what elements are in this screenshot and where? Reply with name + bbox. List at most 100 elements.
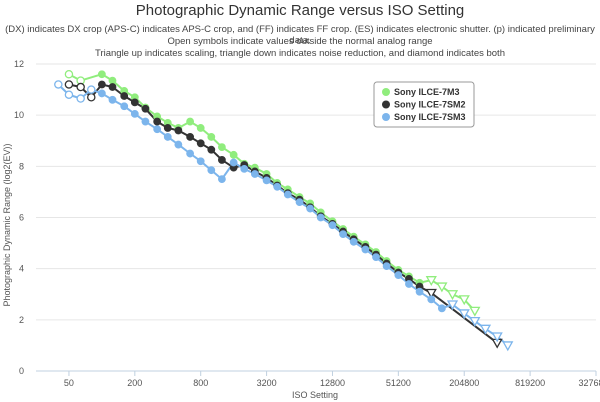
data-point-s3[interactable] — [446, 300, 459, 311]
legend-marker-2 — [382, 100, 390, 109]
data-point-s3[interactable] — [130, 109, 139, 118]
data-point-s3[interactable] — [306, 204, 315, 213]
legend-marker-1 — [382, 88, 390, 96]
data-point-s2[interactable] — [141, 104, 150, 113]
x-tick-label: 51200 — [386, 378, 411, 388]
legend[interactable]: Sony ILCE-7M3 Sony ILCE-7SM2 Sony ILCE-7… — [373, 81, 475, 128]
y-tick-label: 4 — [19, 264, 24, 274]
data-point-s3[interactable] — [394, 271, 403, 279]
data-point-s3[interactable] — [207, 166, 216, 175]
data-point-s2[interactable] — [64, 80, 74, 89]
data-point-s3[interactable] — [64, 90, 74, 99]
data-point-s3[interactable] — [218, 175, 226, 184]
data-point-s3[interactable] — [97, 89, 106, 98]
data-point-s3[interactable] — [54, 80, 63, 89]
data-point-s3[interactable] — [479, 324, 492, 335]
data-point-s1[interactable] — [196, 124, 205, 132]
chart-title: Photographic Dynamic Range versus ISO Se… — [135, 2, 465, 19]
data-point-s3[interactable] — [437, 304, 446, 313]
data-point-s3[interactable] — [141, 117, 150, 126]
data-point-s2[interactable] — [174, 126, 183, 135]
legend-label-2: Sony ILCE-7SM2 — [394, 100, 466, 110]
grid-layer — [36, 63, 596, 372]
data-point-s3[interactable] — [316, 213, 325, 222]
data-point-s3[interactable] — [361, 245, 370, 254]
data-point-s3[interactable] — [295, 198, 304, 207]
y-axis-title: Photographic Dynamic Range (log2(EV)) — [2, 143, 12, 306]
data-point-s3[interactable] — [382, 262, 391, 271]
chart-subtitle-line-2: Open symbols indicate values outside the… — [167, 36, 433, 47]
data-point-s3[interactable] — [339, 230, 347, 239]
series-layer — [54, 69, 514, 352]
chart-subtitle-line-1: (DX) indicates DX crop (APS-C) indicates… — [5, 24, 595, 46]
legend-box — [373, 81, 475, 128]
data-point-s3[interactable] — [415, 287, 424, 296]
data-point-s3[interactable] — [120, 102, 129, 111]
data-point-s2[interactable] — [97, 80, 106, 89]
data-point-s1[interactable] — [97, 70, 106, 79]
data-point-s3[interactable] — [491, 332, 503, 343]
data-point-s1[interactable] — [218, 143, 226, 152]
legend-item-3[interactable]: Sony ILCE-7SM3 — [382, 112, 466, 122]
data-point-s1[interactable] — [207, 133, 216, 141]
data-point-s3[interactable] — [458, 309, 470, 320]
data-point-s3[interactable] — [240, 164, 249, 173]
data-point-s3[interactable] — [469, 316, 481, 327]
x-tick-label: 800 — [193, 378, 208, 388]
data-point-s3[interactable] — [273, 182, 282, 191]
data-point-s3[interactable] — [262, 176, 271, 185]
data-point-s3[interactable] — [153, 125, 162, 134]
data-point-s1[interactable] — [436, 282, 448, 293]
x-tick-label: 204800 — [449, 378, 479, 388]
y-tick-label: 2 — [19, 315, 24, 325]
data-point-s3[interactable] — [283, 190, 292, 199]
data-point-s1[interactable] — [469, 306, 481, 317]
data-point-s1[interactable] — [458, 295, 470, 306]
data-point-s2[interactable] — [186, 133, 195, 141]
legend-label-3: Sony ILCE-7SM3 — [394, 112, 466, 122]
data-point-s2[interactable] — [130, 98, 139, 107]
x-tick-label: 200 — [127, 378, 142, 388]
data-point-s1[interactable] — [186, 117, 195, 126]
data-point-s2[interactable] — [108, 83, 117, 91]
data-point-s3[interactable] — [427, 295, 436, 304]
axis-layer: ISO Setting Photographic Dynamic Range (… — [2, 59, 600, 400]
data-point-s2[interactable] — [425, 288, 437, 299]
data-point-s2[interactable] — [87, 93, 96, 102]
data-point-s3[interactable] — [372, 253, 380, 262]
x-axis-title: ISO Setting — [292, 390, 338, 400]
x-tick-label: 3200 — [257, 378, 277, 388]
data-point-s1[interactable] — [425, 276, 437, 287]
data-point-s2[interactable] — [153, 117, 162, 126]
data-point-s3[interactable] — [174, 140, 183, 149]
y-tick-label: 6 — [19, 213, 24, 223]
data-point-s1[interactable] — [229, 150, 238, 159]
data-point-s1[interactable] — [64, 69, 74, 79]
data-point-s3[interactable] — [250, 170, 259, 178]
data-point-s2[interactable] — [218, 156, 226, 164]
data-point-s3[interactable] — [196, 157, 205, 166]
data-point-s3[interactable] — [349, 237, 358, 246]
data-point-s3[interactable] — [186, 149, 195, 158]
data-point-s3[interactable] — [76, 94, 85, 103]
data-point-s2[interactable] — [163, 124, 172, 132]
data-point-s3[interactable] — [405, 280, 413, 288]
data-point-s3[interactable] — [163, 133, 172, 141]
x-tick-label: 819200 — [515, 378, 545, 388]
x-tick-label: 12800 — [320, 378, 345, 388]
data-point-s3[interactable] — [328, 221, 337, 230]
data-point-s3[interactable] — [502, 341, 514, 352]
y-tick-label: 8 — [19, 161, 24, 171]
data-point-s3[interactable] — [87, 85, 96, 94]
data-point-s3[interactable] — [108, 95, 117, 104]
data-point-s3[interactable] — [229, 158, 238, 167]
data-point-s2[interactable] — [196, 139, 205, 148]
legend-item-1[interactable]: Sony ILCE-7M3 — [382, 87, 460, 97]
x-tick-label: 50 — [64, 378, 74, 388]
data-point-s1[interactable] — [446, 290, 459, 301]
data-point-s2[interactable] — [120, 92, 129, 100]
data-point-s2[interactable] — [76, 82, 85, 92]
data-point-s2[interactable] — [207, 145, 216, 154]
legend-item-2[interactable]: Sony ILCE-7SM2 — [382, 100, 466, 110]
